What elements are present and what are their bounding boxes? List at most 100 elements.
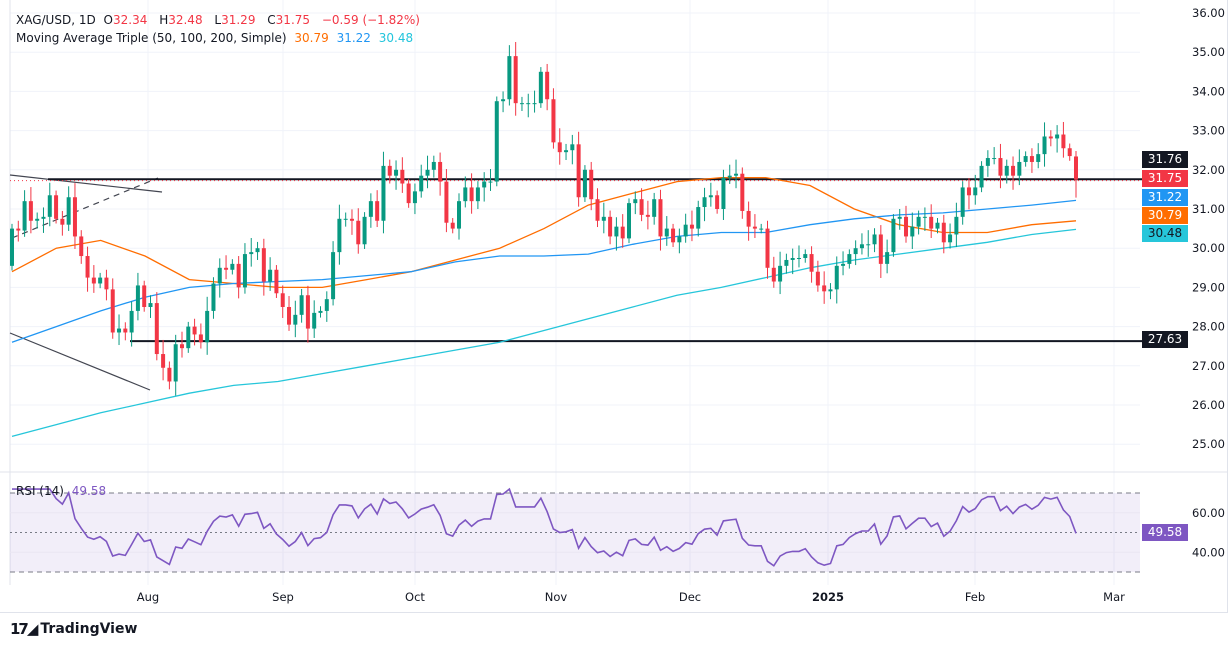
candle-body [192,326,197,335]
high-label: H [159,13,169,27]
candle-body [904,216,909,237]
ma50-price-box: 30.79 [1142,207,1188,224]
candle-body [117,328,122,333]
candle-body [526,103,531,105]
candle-body [1004,165,1009,176]
candle-body [412,191,417,204]
candle [645,200,650,230]
candle-body [645,214,650,217]
candle [601,202,606,234]
candle-body [979,165,984,188]
candle [859,233,864,255]
candle [639,188,644,222]
candle-body [1011,165,1016,176]
price-axis-label: 30.00 [1192,241,1225,255]
candle [784,253,789,274]
candle-body [507,56,512,100]
candle-body [677,236,682,243]
candle-body [66,197,71,225]
candle-body [324,299,329,311]
candle-body [664,228,669,237]
candle [66,186,71,231]
candle [123,322,128,341]
price-axis-label: 32.00 [1192,163,1225,177]
candle [847,249,852,269]
ma200-line [11,228,1077,438]
candle-body [255,248,260,253]
candle [948,223,953,249]
candle-body [1048,136,1053,139]
candle-body [570,144,575,151]
tradingview-logo[interactable]: 17◢ TradingView [10,620,137,638]
candle-body [211,283,216,311]
candle-body [1061,134,1066,149]
candle-body [41,216,46,219]
close-label: C [267,13,276,27]
candle [261,238,266,296]
candle-body [545,71,550,100]
low-label: L [214,13,222,27]
ma-legend[interactable]: Moving Average Triple (50, 100, 200, Sim… [16,31,417,45]
candle [1055,125,1060,153]
candle-body [689,224,694,229]
candle-body [740,173,745,211]
candle-body [394,169,399,176]
candle-body [72,197,77,237]
candle-body [614,226,619,237]
candle-body [488,181,493,183]
candle [375,190,380,228]
candle [608,210,613,245]
time-axis-label: Sep [272,590,294,604]
candle [941,214,946,254]
candle [689,210,694,242]
candle-body [595,199,600,221]
candle [960,181,965,225]
candle [570,134,575,165]
time-axis-label: Dec [679,590,701,604]
candle [671,223,676,248]
candle-body [293,314,298,325]
candle [1004,159,1009,184]
candle-body [1029,156,1034,162]
ma200-value: 30.48 [378,31,414,45]
candle-body [362,216,367,245]
candle [551,88,556,149]
candle [910,212,915,249]
candle-body [299,295,304,315]
candle-body [331,252,336,300]
candle [1048,130,1053,147]
candle [186,321,191,353]
candle-body [696,207,701,229]
candle-body [85,256,90,278]
candle [406,178,411,208]
candle-body [161,354,166,368]
candle [822,271,827,304]
candle-body [91,277,96,284]
brand-label: TradingView [40,621,138,637]
high-value: 32.48 [168,13,203,27]
candle-body [10,228,14,266]
candle [702,187,707,222]
candle [60,210,65,236]
candle-body [47,195,52,217]
candle [419,164,424,198]
candle [1042,122,1047,167]
candle [242,243,247,294]
candle-body [198,334,203,343]
candle-body [123,328,128,333]
candle-body [671,228,676,243]
candle [721,169,726,220]
candle [620,214,625,248]
candle-body [186,326,191,349]
candle-body [790,258,795,260]
candle [135,272,140,321]
rsi-legend[interactable]: RSI (14) 49.58 [16,484,110,498]
candle-body [438,161,443,182]
candle-body [652,199,657,217]
candle [614,217,619,251]
candle-body [236,263,241,288]
candle-body [375,201,380,221]
candle-body [110,289,115,333]
candle-body [79,236,84,257]
